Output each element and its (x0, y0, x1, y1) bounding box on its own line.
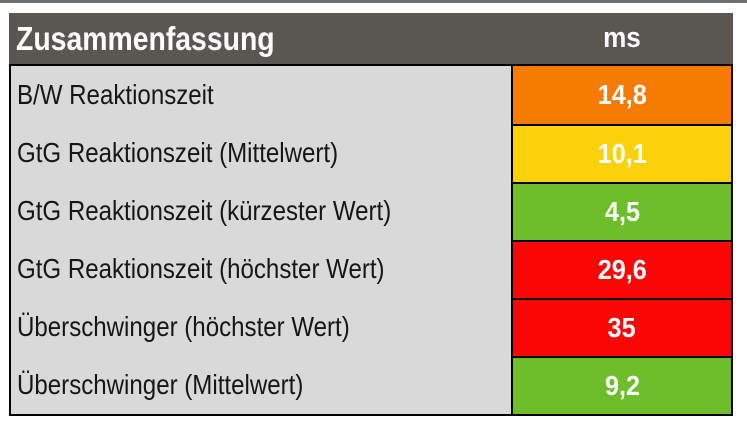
unit-column-header: ms (511, 22, 733, 55)
summary-table: Zusammenfassung ms B/W Reaktionszeit 14,8… (9, 13, 733, 416)
metric-value: 14,8 (597, 79, 647, 110)
metric-value-cell-green: 9,2 (511, 356, 731, 414)
table-row: Überschwinger (höchster Wert) 35 (11, 298, 731, 356)
metric-label-cell: GtG Reaktionszeit (höchster Wert) (11, 240, 511, 298)
metric-label: GtG Reaktionszeit (höchster Wert) (17, 253, 385, 284)
table-title: Zusammenfassung (9, 20, 511, 58)
metric-value-cell-red: 35 (511, 298, 731, 356)
metric-label-cell: GtG Reaktionszeit (kürzester Wert) (11, 182, 511, 240)
metric-label-cell: GtG Reaktionszeit (Mittelwert) (11, 124, 511, 182)
summary-table-body: B/W Reaktionszeit 14,8 GtG Reaktionszeit (… (9, 64, 733, 416)
table-row: GtG Reaktionszeit (höchster Wert) 29,6 (11, 240, 731, 298)
unit-column-header-text: ms (603, 22, 641, 54)
metric-label-cell: Überschwinger (Mittelwert) (11, 356, 511, 414)
metric-label: B/W Reaktionszeit (17, 79, 214, 110)
table-row: Überschwinger (Mittelwert) 9,2 (11, 356, 731, 414)
metric-value: 9,2 (604, 370, 640, 401)
metric-value-cell-green: 4,5 (511, 182, 731, 240)
metric-label: Überschwinger (Mittelwert) (17, 369, 304, 400)
metric-value-cell-orange: 14,8 (511, 66, 731, 124)
metric-label-cell: B/W Reaktionszeit (11, 66, 511, 124)
metric-label: Überschwinger (höchster Wert) (17, 311, 350, 342)
metric-label: GtG Reaktionszeit (Mittelwert) (17, 137, 339, 168)
table-header-row: Zusammenfassung ms (9, 13, 733, 64)
metric-label: GtG Reaktionszeit (kürzester Wert) (17, 195, 392, 226)
metric-value-cell-yellow: 10,1 (511, 124, 731, 182)
table-row: GtG Reaktionszeit (kürzester Wert) 4,5 (11, 182, 731, 240)
table-row: B/W Reaktionszeit 14,8 (11, 66, 731, 124)
metric-value-cell-red: 29,6 (511, 240, 731, 298)
metric-label-cell: Überschwinger (höchster Wert) (11, 298, 511, 356)
metric-value: 4,5 (604, 196, 640, 227)
table-title-text: Zusammenfassung (16, 19, 275, 57)
table-row: GtG Reaktionszeit (Mittelwert) 10,1 (11, 124, 731, 182)
metric-value: 35 (607, 312, 637, 343)
metric-value: 29,6 (597, 254, 647, 285)
metric-value: 10,1 (597, 138, 647, 169)
window-edge-strip (0, 0, 747, 3)
